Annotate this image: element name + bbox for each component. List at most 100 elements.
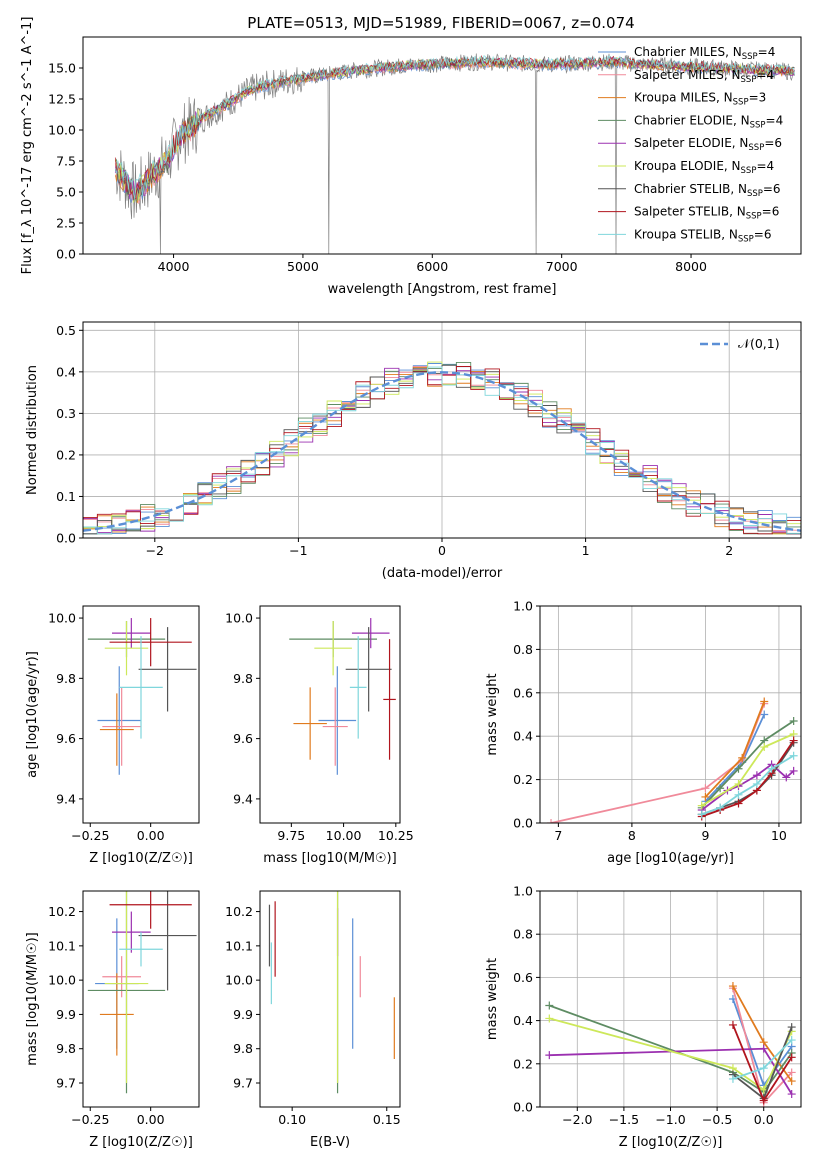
legend-entry-sub: SSP — [747, 189, 763, 199]
y-tick-label: 10.1 — [225, 938, 253, 953]
y-axis-label: age [log10(age/yr)] — [25, 651, 40, 778]
plot-area — [114, 53, 795, 254]
x-tick-label: −0.25 — [71, 828, 109, 843]
x-axis-label: Z [log10(Z/Z☉)] — [89, 851, 193, 866]
x-tick-label: 7 — [554, 828, 562, 843]
age-vs-metallicity-panel: −0.25 0.00 9.4 9.6 9.8 10.0 Z [log10(Z/Z☉)] age… — [25, 605, 200, 866]
y-tick-label: 7.5 — [56, 154, 76, 169]
legend-entry-sub: SSP — [738, 234, 754, 244]
mass-weight-marker-5 — [545, 1014, 554, 1023]
legend-entry-main: Kroupa STELIB, N — [634, 227, 738, 241]
mass-weight-marker-4 — [789, 766, 798, 775]
y-axis-label: Flux [f_λ 10^-17 erg cm^-2 s^-1 A^-1] — [20, 17, 35, 275]
y-tick-label: 9.8 — [56, 671, 76, 686]
mass-weight-line-5 — [701, 733, 794, 807]
x-tick-label: 4000 — [158, 259, 190, 274]
legend-entry-tail: =4 — [758, 45, 776, 59]
plot-area — [289, 618, 396, 775]
mass-weight-line-7 — [701, 739, 795, 818]
mass-weight-marker-7 — [789, 736, 798, 745]
mass-weight-marker-8 — [787, 1036, 796, 1045]
x-tick-label: 0.15 — [373, 1112, 401, 1127]
x-tick-label: −1.5 — [609, 1112, 639, 1127]
mass-weight-marker-8 — [789, 751, 798, 760]
mass-vs-ebv-panel: 0.10 0.15 9.7 9.8 9.9 10.0 10.1 10.2 E(B-V) — [225, 890, 401, 1150]
y-tick-label: 10.0 — [48, 973, 76, 988]
y-tick-label: 9.9 — [233, 1007, 253, 1022]
grid-lines — [540, 890, 801, 1108]
mass-weight-marker-4 — [782, 773, 791, 782]
mass-weight-line-2 — [732, 985, 793, 1082]
mass-weight-marker-2 — [738, 753, 747, 762]
x-axis-label: Z [log10(Z/Z☉)] — [619, 1135, 723, 1150]
mass-weight-marker-3 — [716, 784, 725, 793]
mass-weight-marker-3 — [734, 764, 743, 773]
y-tick-label: 0.4 — [513, 729, 533, 744]
y-axis-label: mass weight — [485, 673, 500, 755]
plot-area — [547, 697, 798, 823]
legend-entry-tail: =4 — [756, 68, 774, 82]
y-tick-label: 0.6 — [513, 685, 533, 700]
x-tick-label: 0.00 — [137, 828, 165, 843]
y-tick-label: 0.2 — [56, 447, 76, 462]
mass-weight-marker-2 — [701, 792, 710, 801]
mass-weight-marker-8 — [734, 790, 743, 799]
axes-frame — [259, 605, 401, 824]
legend-entry: Salpeter STELIB, NSSP=6 — [634, 205, 779, 222]
y-axis-label: mass [log10(M/M☉)] — [25, 932, 40, 1065]
x-tick-label: −2.0 — [562, 1112, 592, 1127]
legend-entry-sub: SSP — [746, 212, 762, 222]
x-tick-label: 8 — [628, 828, 636, 843]
mass-weight-marker-1 — [701, 784, 710, 793]
y-tick-label: 10.0 — [225, 611, 253, 626]
x-tick-label: 10.25 — [378, 828, 414, 843]
observed-spectrum — [114, 53, 795, 254]
legend-entry-sub: SSP — [748, 143, 764, 153]
y-tick-label: 5.0 — [56, 185, 76, 200]
x-axis-label: E(B-V) — [310, 1135, 350, 1150]
legend-entry: Chabrier STELIB, NSSP=6 — [634, 182, 781, 199]
legend-entry-sub: SSP — [733, 98, 749, 108]
legend-entry-main: Chabrier MILES, N — [634, 45, 742, 59]
x-tick-label: 2 — [725, 543, 733, 558]
y-tick-label: 9.8 — [233, 1041, 253, 1056]
y-tick-label: 0.0 — [56, 531, 76, 546]
legend-entry-sub: SSP — [742, 52, 758, 62]
mass-weight-marker-7 — [728, 1020, 737, 1029]
legend-entry-sub: SSP — [750, 120, 766, 130]
y-tick-label: 10.0 — [48, 611, 76, 626]
x-tick-label: 6000 — [416, 259, 448, 274]
mass-weight-marker-7 — [734, 799, 743, 808]
residual-histogram-8 — [83, 366, 801, 535]
y-tick-label: 9.6 — [56, 731, 76, 746]
axes-frame — [82, 36, 802, 255]
mass-weight-marker-1 — [787, 1068, 796, 1077]
plot-area — [83, 361, 801, 535]
x-tick-label: −0.25 — [71, 1112, 109, 1127]
mass-weight-marker-8 — [716, 803, 725, 812]
legend-entry-tail: =3 — [749, 91, 767, 105]
mass-weight-marker-2 — [760, 697, 769, 706]
legend-entry: Kroupa MILES, NSSP=3 — [634, 91, 766, 108]
mass-weight-marker-3 — [789, 717, 798, 726]
model-spectrum-8 — [114, 55, 795, 200]
y-tick-label: 0.5 — [56, 323, 76, 338]
x-axis-label: age [log10(age/yr)] — [607, 851, 734, 866]
y-tick-label: 10.2 — [225, 904, 253, 919]
mass-weight-marker-8 — [759, 1064, 768, 1073]
y-tick-label: 2.5 — [56, 216, 76, 231]
mass-weight-marker-5 — [760, 743, 769, 752]
legend-entry-main: Salpeter MILES, N — [634, 68, 741, 82]
mass-weight-line-8 — [701, 754, 795, 816]
x-axis-label: mass [log10(M/M☉)] — [263, 851, 396, 866]
mass-weight-marker-7 — [759, 1096, 768, 1105]
x-tick-label: −1 — [289, 543, 307, 558]
mass-weight-marker-8 — [697, 810, 706, 819]
mass-weight-marker-1 — [547, 819, 556, 823]
y-tick-label: 9.7 — [56, 1076, 76, 1091]
x-axis-label: (data-model)/error — [382, 566, 503, 581]
legend-entry-tail: =6 — [754, 227, 772, 241]
legend-entry-sub: SSP — [741, 166, 757, 176]
